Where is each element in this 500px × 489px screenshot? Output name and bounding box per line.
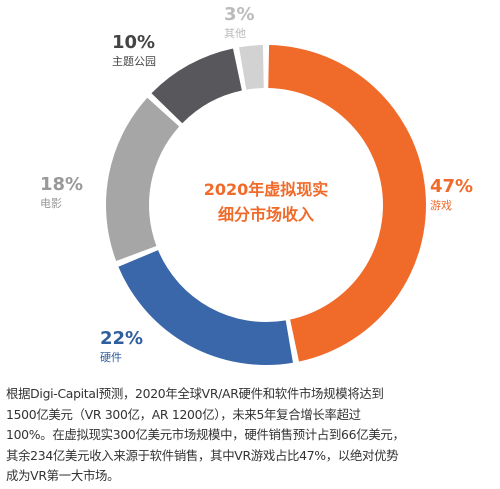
donut-chart: 47% 游戏 22% 硬件 18% 电影 10% 主题公园 3% 其他 2020年虚拟现实 细分市… — [40, 4, 473, 365]
segment-percent-label: 18% — [40, 174, 83, 195]
segment-category-label: 主题公园 — [112, 55, 156, 68]
segment-category-label: 其他 — [224, 27, 246, 40]
caption-text: 根据Digi-Capital预测，2020年全球VR/AR硬件和软件市场规模将达… — [6, 384, 494, 487]
center-title-line-2: 细分市场收入 — [218, 205, 314, 224]
caption-line: 根据Digi-Capital预测，2020年全球VR/AR硬件和软件市场规模将达… — [6, 386, 384, 401]
segment-labels: 47% 游戏 22% 硬件 18% 电影 10% 主题公园 3% 其他 — [40, 4, 473, 364]
caption-line: 其余234亿美元收入来源于软件销售，其中VR游戏占比47%，以绝对优势 — [6, 447, 399, 463]
caption-line: 成为VR第一大市场。 — [6, 468, 120, 483]
segment-percent-label: 10% — [112, 32, 155, 53]
donut-segment — [105, 97, 180, 262]
donut-ring — [105, 45, 426, 365]
segment-category-label: 硬件 — [100, 351, 122, 364]
donut-segment — [151, 48, 242, 124]
segment-percent-label: 3% — [224, 4, 255, 25]
donut-segment — [239, 45, 264, 90]
segment-category-label: 游戏 — [430, 199, 452, 212]
caption-line: 100%。在虚拟现实300亿美元市场规模中，硬件销售预计占到66亿美元， — [6, 427, 405, 442]
segment-percent-label: 47% — [430, 176, 473, 197]
center-title-line-1: 2020年虚拟现实 — [204, 180, 329, 199]
donut-segment — [268, 45, 426, 362]
segment-percent-label: 22% — [100, 328, 143, 349]
caption-line: 1500亿美元（VR 300亿，AR 1200亿），未来5年复合增长率超过 — [6, 406, 361, 422]
segment-category-label: 电影 — [40, 197, 62, 210]
donut-chart-area: 47% 游戏 22% 硬件 18% 电影 10% 主题公园 3% 其他 2020年虚拟现实 细分市… — [40, 4, 473, 365]
donut-segment — [118, 250, 293, 365]
